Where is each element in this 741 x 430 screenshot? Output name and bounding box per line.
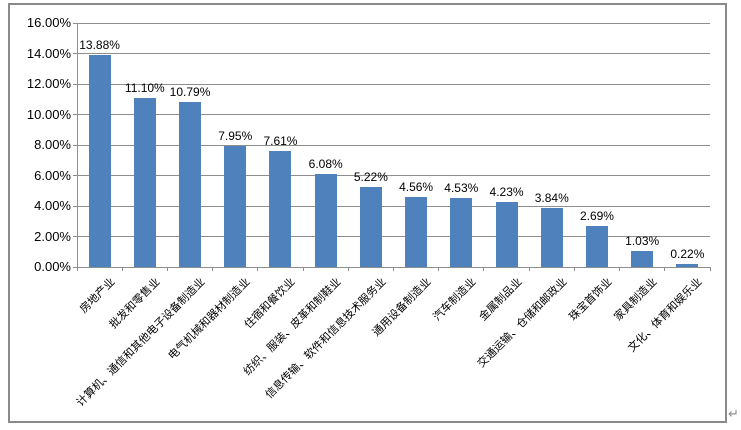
paragraph-mark: ↵ bbox=[728, 406, 739, 421]
bar-chart-frame bbox=[8, 3, 727, 423]
